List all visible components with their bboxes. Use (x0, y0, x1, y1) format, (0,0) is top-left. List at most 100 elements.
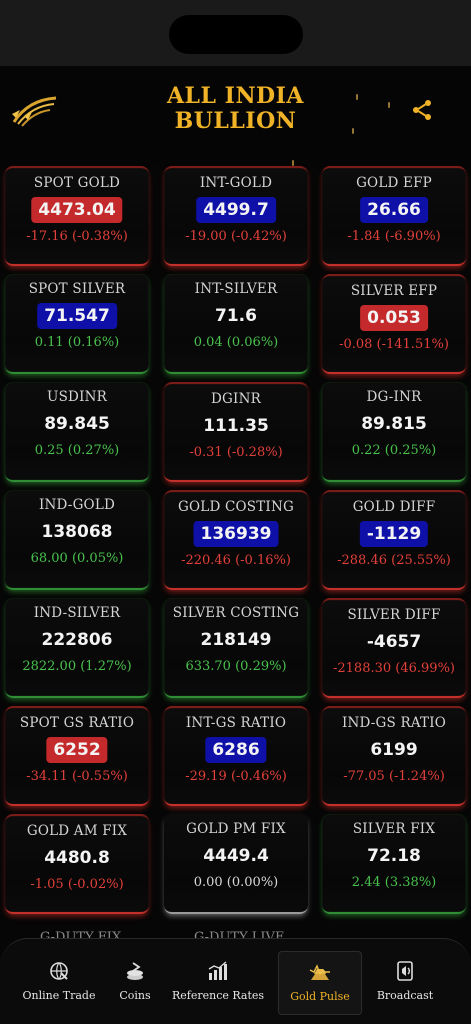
rate-card-gold-am-fix[interactable]: GOLD AM FIX 4480.8 -1.05 (-0.02%) (5, 814, 149, 914)
rate-card-ind-gold[interactable]: IND-GOLD 138068 68.00 (0.05%) (5, 490, 149, 590)
title-line-1: ALL INDIA (166, 83, 304, 109)
rate-card-spot-gs-ratio[interactable]: SPOT GS RATIO 6252 -34.11 (-0.55%) (5, 706, 149, 806)
rate-change: 0.25 (0.27%) (34, 443, 120, 458)
rate-value: 4480.8 (44, 848, 110, 868)
rate-value: 71.547 (37, 303, 117, 329)
rate-value: 4499.7 (196, 197, 276, 223)
rate-change: 0.04 (0.06%) (193, 335, 279, 350)
rate-card-int-silver[interactable]: INT-SILVER 71.6 0.04 (0.06%) (164, 274, 308, 374)
rate-value: 89.845 (44, 414, 110, 434)
nav-label: Gold Pulse (290, 990, 350, 1003)
rate-label: SPOT GS RATIO (19, 715, 135, 731)
rate-label: SILVER DIFF (347, 607, 441, 623)
rate-change: 2.44 (3.38%) (351, 875, 437, 890)
rate-value: 72.18 (367, 846, 421, 866)
status-bar (0, 0, 471, 66)
rate-label: SILVER EFP (350, 283, 438, 299)
rate-card-ind-gs-ratio[interactable]: IND-GS RATIO 6199 -77.05 (-1.24%) (322, 706, 466, 806)
rate-change: 633.70 (0.29%) (185, 659, 287, 674)
rate-label: GOLD EFP (356, 175, 432, 191)
rate-value: 6286 (205, 737, 267, 763)
rate-value: -4657 (366, 632, 422, 652)
title-line-2: BULLION (174, 108, 297, 134)
online-trade-icon (47, 959, 71, 983)
rate-card-int-gs-ratio[interactable]: INT-GS RATIO 6286 -29.19 (-0.46%) (164, 706, 308, 806)
rate-change: 0.00 (0.00%) (193, 875, 279, 890)
rate-card-ind-silver[interactable]: IND-SILVER 222806 2822.00 (1.27%) (5, 598, 149, 698)
rate-label: GOLD COSTING (178, 499, 294, 515)
sparkle-decoration (356, 94, 358, 100)
rate-change: -288.46 (25.55%) (337, 553, 451, 568)
nav-item-reference-rates[interactable]: Reference Rates (170, 951, 266, 1013)
reference-rates-icon (206, 959, 230, 983)
rate-card-gold-efp[interactable]: GOLD EFP 26.66 -1.84 (-6.90%) (322, 166, 466, 266)
nav-label: Broadcast (376, 989, 434, 1002)
rate-value: 136939 (193, 521, 279, 547)
rate-card-dginr[interactable]: DGINR 111.35 -0.31 (-0.28%) (164, 382, 308, 482)
rate-card-silver-fix[interactable]: SILVER FIX 72.18 2.44 (3.38%) (322, 814, 466, 914)
nav-label: Reference Rates (171, 989, 265, 1002)
rate-label: DGINR (211, 391, 261, 407)
sparkle-decoration (292, 160, 294, 166)
rate-card-gold-costing[interactable]: GOLD COSTING 136939 -220.46 (-0.16%) (164, 490, 308, 590)
rate-value: 0.053 (360, 305, 428, 331)
broadcast-icon (393, 959, 417, 983)
rate-card-silver-costing[interactable]: SILVER COSTING 218149 633.70 (0.29%) (164, 598, 308, 698)
rate-change: -2188.30 (46.99%) (333, 661, 455, 676)
rate-label: DG-INR (366, 389, 422, 405)
rate-label: USDINR (47, 389, 107, 405)
nav-item-gold-pulse[interactable]: Gold Pulse (278, 951, 362, 1015)
rate-value: 71.6 (215, 306, 257, 326)
sparkle-decoration (388, 102, 390, 108)
app-header: ALL INDIA BULLION (0, 66, 471, 166)
rate-label: IND-GOLD (38, 497, 116, 513)
rate-change: -77.05 (-1.24%) (343, 769, 445, 784)
rate-card-silver-diff[interactable]: SILVER DIFF -4657 -2188.30 (46.99%) (322, 598, 466, 698)
rate-value: 89.815 (361, 414, 427, 434)
rate-label: SPOT GOLD (33, 175, 121, 191)
bullion-logo-icon[interactable] (10, 92, 60, 128)
rate-card-gold-diff[interactable]: GOLD DIFF -1129 -288.46 (25.55%) (322, 490, 466, 590)
rate-card-dg-inr[interactable]: DG-INR 89.815 0.22 (0.25%) (322, 382, 466, 482)
rate-change: -19.00 (-0.42%) (185, 229, 287, 244)
rate-change: 2822.00 (1.27%) (22, 659, 132, 674)
rate-label: GOLD PM FIX (186, 821, 286, 837)
rate-label: IND-SILVER (33, 605, 121, 621)
bottom-navigation: Online Trade Coins Reference Rates Gold Pul… (0, 938, 471, 1024)
rate-value: 4449.4 (203, 846, 269, 866)
app-title: ALL INDIA BULLION (120, 84, 351, 134)
rate-label: INT-GS RATIO (185, 715, 287, 731)
rate-change: 0.11 (0.16%) (34, 335, 120, 350)
dynamic-island (169, 15, 303, 54)
nav-item-broadcast[interactable]: Broadcast (364, 951, 446, 1013)
rate-label: INT-GOLD (199, 175, 273, 191)
rate-card-spot-gold[interactable]: SPOT GOLD 4473.04 -17.16 (-0.38%) (5, 166, 149, 266)
rate-card-gold-pm-fix[interactable]: GOLD PM FIX 4449.4 0.00 (0.00%) (164, 814, 308, 914)
rate-change: -220.46 (-0.16%) (181, 553, 291, 568)
rate-value: 218149 (200, 630, 272, 650)
rate-change: -1.05 (-0.02%) (30, 877, 124, 892)
rate-value: 6252 (46, 737, 108, 763)
rate-label: INT-SILVER (194, 281, 278, 297)
sparkle-decoration (352, 128, 354, 134)
nav-item-coins[interactable]: Coins (104, 951, 166, 1013)
rate-label: SILVER COSTING (172, 605, 300, 621)
rate-value: 4473.04 (31, 197, 123, 223)
rate-value: 222806 (41, 630, 113, 650)
nav-label: Online Trade (22, 989, 96, 1002)
rate-value: 111.35 (203, 416, 269, 436)
rate-label: SPOT SILVER (28, 281, 126, 297)
rate-card-spot-silver[interactable]: SPOT SILVER 71.547 0.11 (0.16%) (5, 274, 149, 374)
nav-label: Coins (119, 989, 151, 1002)
rate-card-usdinr[interactable]: USDINR 89.845 0.25 (0.27%) (5, 382, 149, 482)
rate-value: 138068 (41, 522, 113, 542)
rate-change: -34.11 (-0.55%) (26, 769, 128, 784)
rate-change: -29.19 (-0.46%) (185, 769, 287, 784)
rate-label: IND-GS RATIO (341, 715, 447, 731)
rate-card-int-gold[interactable]: INT-GOLD 4499.7 -19.00 (-0.42%) (164, 166, 308, 266)
nav-item-online-trade[interactable]: Online Trade (18, 951, 100, 1013)
share-icon[interactable] (410, 98, 434, 122)
rate-change: 68.00 (0.05%) (30, 551, 124, 566)
rate-card-silver-efp[interactable]: SILVER EFP 0.053 -0.08 (-141.51%) (322, 274, 466, 374)
